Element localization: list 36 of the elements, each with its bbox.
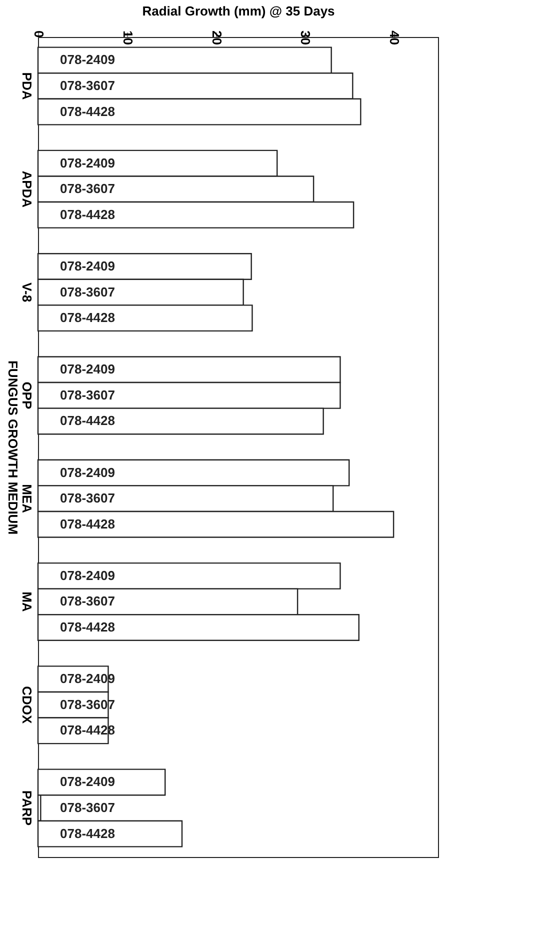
text: 078-2409: [60, 774, 115, 790]
text: 078-2409: [60, 568, 115, 583]
text: 078-3607: [60, 594, 115, 609]
y-tick-label: APDA: [20, 170, 34, 208]
x-tick-label: 10: [120, 30, 136, 45]
y-tick-label: PARP: [20, 790, 34, 826]
y-axis-title: FUNGUS GROWTH MEDIUM: [6, 360, 20, 535]
text: 078-3607: [60, 181, 115, 196]
text: 078-4428: [60, 413, 115, 428]
text: 078-4428: [60, 206, 115, 222]
y-tick-label: MEA: [20, 484, 34, 514]
text: 078-4428: [60, 104, 115, 119]
x-tick-label: 40: [387, 30, 402, 45]
y-tick-label: PDA: [20, 72, 34, 100]
y-tick-label: V-8: [20, 282, 34, 302]
text: 078-4428: [60, 310, 115, 326]
text: 078-3607: [60, 78, 115, 93]
series-label: 078-2409: [60, 155, 115, 170]
text: 078-2409: [60, 258, 115, 274]
text: 078-2409: [60, 464, 115, 480]
series-label: 078-3607: [60, 490, 115, 506]
x-tick-label: 30: [298, 30, 314, 45]
y-tick-label: OPP: [20, 382, 34, 410]
text: 078-2409: [60, 52, 115, 68]
x-tick-label: 0: [32, 30, 46, 38]
x-axis-title: Radial Growth (mm) @ 35 Days: [142, 4, 335, 18]
text: 078-3607: [60, 387, 115, 402]
series-label: 078-4428: [60, 826, 115, 841]
text: 078-3607: [60, 800, 115, 816]
text: 078-2409: [60, 362, 115, 377]
y-tick-label: MA: [20, 592, 34, 612]
text: 078-4428: [60, 620, 115, 635]
text: 078-3607: [60, 284, 115, 300]
text: 078-4428: [60, 516, 115, 532]
y-tick-label: CDOX: [20, 686, 34, 724]
x-tick-label: 20: [209, 30, 224, 45]
